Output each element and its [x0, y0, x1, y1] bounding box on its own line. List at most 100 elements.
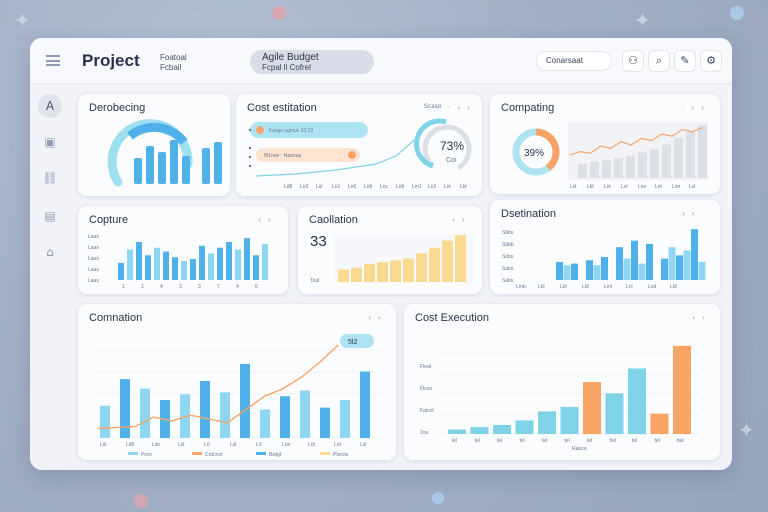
card-title: Comnation: [89, 312, 143, 324]
bar: [590, 162, 599, 178]
y-tick-label: Sabs: [502, 266, 514, 272]
dashboard-window: Project Foatoal Fcbail Agile Budget Fcpa…: [30, 38, 732, 470]
grid-lines: [94, 349, 380, 439]
x-axis-labels: Lsl Lbl Lol Lol Lnn Lnl Lon Lsl: [570, 184, 695, 190]
card-menu[interactable]: · ‹ ›: [448, 103, 473, 112]
card-menu[interactable]: ‹ ›: [452, 215, 467, 224]
x-axis-labels: Lsl Ld5 Lsb Lsl Lrl Lsl Lrl Lnn Lrb Lnt Lsl: [100, 442, 366, 448]
x-tick-label: 7: [217, 284, 220, 290]
capture-chart: Laas Laas Laos Laas Laas 1 1 4 3 3 7 4 5: [88, 234, 268, 290]
x-tick-label: Lm1: [412, 184, 422, 190]
y-tick-label: Sbbs: [502, 230, 514, 236]
card-menu[interactable]: ‹ ›: [682, 209, 697, 218]
x-tick-label: Lrl: [256, 442, 262, 448]
card-combination: Comnation ‹ › 5l2 Lsl Ld5 Lsb Lsl Lrl Lsl Lrl L…: [78, 304, 396, 460]
cost-execution-chart: Fleat Flcos Fatcol 1ns lel tel tel tel tel tel te…: [420, 345, 702, 452]
bar: [416, 253, 427, 282]
bar: [638, 152, 647, 178]
bar: [226, 242, 232, 280]
y-tick-label: Sabs: [502, 278, 514, 284]
person-icon[interactable]: ⚇: [622, 50, 644, 72]
bar: [616, 247, 623, 280]
x-tick-label: Lsl: [360, 442, 366, 448]
x-tick-label: tel: [497, 438, 502, 444]
x-tick-label: Lrb: [308, 442, 315, 448]
gauge-bar: [214, 142, 222, 184]
bar: [320, 407, 330, 438]
bar: [686, 131, 695, 178]
search-icon[interactable]: ⌕: [648, 50, 670, 72]
bar: [235, 249, 241, 280]
decor-dot: [730, 6, 744, 20]
x-tick-label: Lbl: [560, 284, 567, 290]
top-filter-pill[interactable]: Conarsaat: [536, 51, 612, 71]
info-pill-text: Faegc ogmuc 33:13: [269, 128, 313, 134]
gauge-bar: [158, 152, 166, 184]
x-tick-label: 5: [255, 284, 258, 290]
x-tick-label: 3: [179, 284, 182, 290]
legend-label: Bwlgt: [269, 452, 282, 458]
info-pill-text: 8t1ooe · Naonaa: [264, 153, 301, 159]
x-tick-label: Lnc: [380, 184, 389, 190]
gauge-track: [107, 119, 193, 187]
sidebar-item-house[interactable]: ⌂: [46, 245, 54, 259]
x-tick-label: Lo6: [396, 184, 405, 190]
bar: [127, 249, 133, 280]
edit-icon[interactable]: ✎: [674, 50, 696, 72]
x-tick-label: Lnn: [638, 184, 647, 190]
card-menu[interactable]: · ‹ ›: [682, 103, 707, 112]
bar: [661, 258, 668, 280]
bar: [118, 262, 124, 280]
bar: [280, 396, 290, 438]
y-axis-labels: Laas Laas Laos Laas Laas: [88, 234, 99, 284]
gauge-fill: [414, 118, 447, 169]
x-axis-labels: 1 1 4 3 3 7 4 5: [122, 284, 258, 290]
bar: [650, 413, 669, 434]
bar: [163, 251, 169, 280]
sidebar-item-link[interactable]: ⛓: [42, 171, 58, 185]
list-marker: [248, 155, 252, 159]
donut-segment: [535, 128, 560, 171]
bar: [698, 261, 706, 280]
card-cost-estimation: Cost estitation Scaso · ‹ › Faegc ogmuc …: [236, 94, 482, 196]
card-menu[interactable]: ‹ ›: [258, 215, 273, 224]
y-axis-labels: Sbbs Sbbb Sobs Sabs Sabs: [502, 230, 514, 284]
card-title: Compating: [501, 102, 555, 114]
bar: [364, 264, 375, 282]
x-tick-label: Lsl: [316, 184, 322, 190]
x-tick-label: Lbl: [538, 284, 545, 290]
bar: [403, 258, 414, 282]
sidebar-item-message[interactable]: ▤: [44, 209, 56, 223]
x-tick-label: tel: [542, 438, 547, 444]
decor-dot: [134, 494, 148, 508]
x-tick-label: tel: [655, 438, 660, 444]
x-tick-label: Ld8: [284, 184, 293, 190]
settings-icon[interactable]: ⚙: [700, 50, 722, 72]
bar: [199, 245, 205, 280]
y-axis-labels: Fleat Flcos Fatcol 1ns: [420, 364, 434, 436]
bar: [253, 255, 259, 280]
y-tick-label: Flcos: [420, 386, 432, 392]
card-title: Caollation: [309, 214, 358, 226]
bar: [650, 149, 659, 178]
app-title: Project: [82, 51, 140, 70]
budget-selector[interactable]: Agile Budget Fcpal ll Cofrel: [250, 50, 374, 74]
card-menu[interactable]: ‹ ›: [692, 313, 707, 322]
bar: [515, 420, 534, 434]
menu-icon[interactable]: [46, 55, 60, 66]
bar: [181, 261, 187, 280]
x-tick-label: Lo1: [332, 184, 341, 190]
x-tick-label: Lo2: [428, 184, 437, 190]
card-menu[interactable]: ‹ ›: [368, 313, 383, 322]
gauge-value: 73%: [440, 139, 464, 153]
sidebar-item-briefcase[interactable]: ▣: [44, 135, 56, 149]
x-tick-label: Lol: [444, 184, 451, 190]
x-axis-title: Rasca: [572, 446, 586, 452]
y-tick-label: Sbbb: [502, 242, 514, 248]
bar: [200, 381, 210, 438]
bar: [646, 243, 653, 280]
sidebar-item-home[interactable]: A: [38, 94, 62, 118]
x-tick-label: Lsl: [178, 442, 184, 448]
bar: [190, 259, 196, 280]
